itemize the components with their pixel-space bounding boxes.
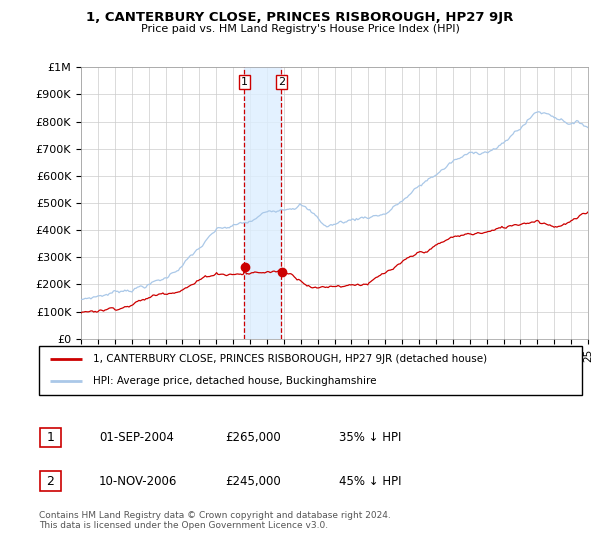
Text: Contains HM Land Registry data © Crown copyright and database right 2024.
This d: Contains HM Land Registry data © Crown c…: [39, 511, 391, 530]
Text: £265,000: £265,000: [225, 431, 281, 444]
Text: 1, CANTERBURY CLOSE, PRINCES RISBOROUGH, HP27 9JR: 1, CANTERBURY CLOSE, PRINCES RISBOROUGH,…: [86, 11, 514, 24]
Text: 35% ↓ HPI: 35% ↓ HPI: [339, 431, 401, 444]
Text: 45% ↓ HPI: 45% ↓ HPI: [339, 474, 401, 488]
Text: 10-NOV-2006: 10-NOV-2006: [99, 474, 178, 488]
Text: 1, CANTERBURY CLOSE, PRINCES RISBOROUGH, HP27 9JR (detached house): 1, CANTERBURY CLOSE, PRINCES RISBOROUGH,…: [94, 354, 487, 365]
Text: Price paid vs. HM Land Registry's House Price Index (HPI): Price paid vs. HM Land Registry's House …: [140, 24, 460, 34]
Bar: [244, 67, 281, 339]
Text: 1: 1: [46, 431, 55, 444]
Text: 01-SEP-2004: 01-SEP-2004: [99, 431, 174, 444]
Text: 1: 1: [241, 77, 248, 87]
Text: 2: 2: [278, 77, 285, 87]
Text: £245,000: £245,000: [225, 474, 281, 488]
Text: 2: 2: [46, 474, 55, 488]
Text: HPI: Average price, detached house, Buckinghamshire: HPI: Average price, detached house, Buck…: [94, 376, 377, 386]
